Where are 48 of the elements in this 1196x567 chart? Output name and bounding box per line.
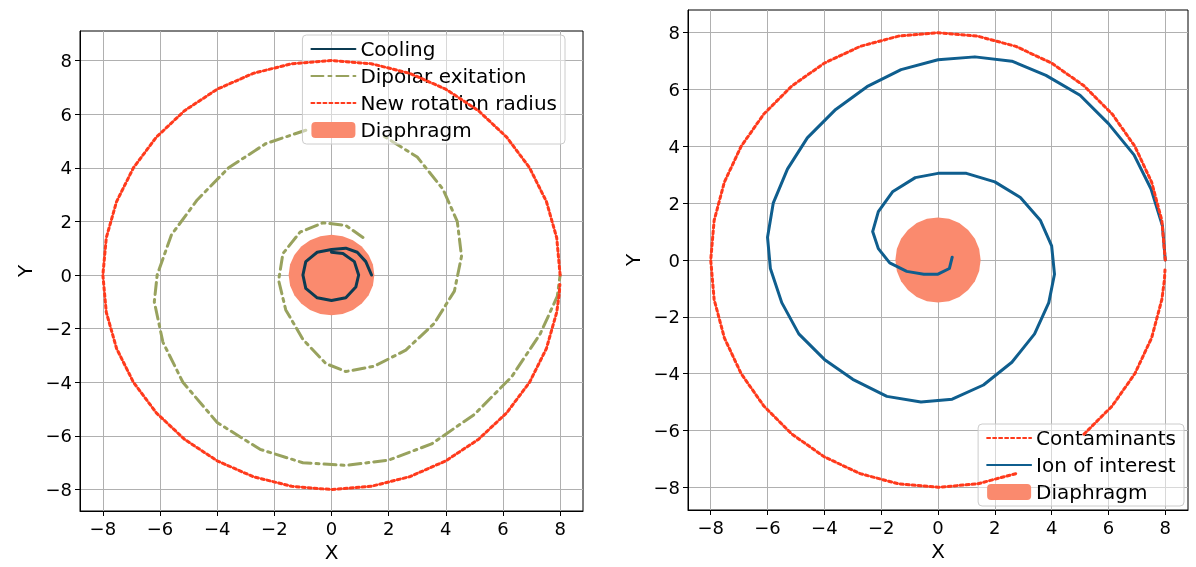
x-tick-label: 2 [382,517,395,539]
legend-label: Cooling [360,37,436,61]
x-tick-label: −2 [867,516,895,538]
y-tick-label: −8 [45,479,72,501]
x-tick-label: 8 [554,517,566,539]
y-tick-label: 6 [668,79,680,101]
y-tick-label: 2 [668,192,680,214]
y-axis-title: Y [12,264,37,279]
y-tick-label: 6 [60,103,72,125]
x-tick-label: 2 [989,516,1001,538]
line-series [301,246,374,302]
y-axis-title: Y [620,253,645,268]
y-tick-label: 0 [60,264,72,286]
legend-label: Ion of interest [1036,453,1176,477]
legend-label: Diaphragm [1036,480,1148,504]
y-tick-label: −2 [45,318,72,340]
y-tick-label: 4 [60,157,72,179]
line-series [101,59,562,492]
y-tick-label: 8 [668,22,680,44]
x-tick-label: −8 [89,517,117,539]
y-tick-label: −4 [653,363,680,385]
y-tick-label: −6 [653,419,680,441]
y-tick-label: −4 [45,371,72,393]
x-tick-label: 6 [497,517,509,539]
y-tick-label: 8 [60,50,72,71]
x-axis-title: X [324,539,339,564]
y-tick-label: −2 [653,306,680,328]
x-tick-label: 6 [1102,516,1115,538]
x-tick-label: −4 [203,517,231,539]
x-tick-label: 4 [440,517,452,539]
y-tick-label: 4 [668,135,680,157]
y-tick-label: −8 [653,476,680,498]
x-tick-label: 4 [1045,516,1058,538]
y-tick-label: 0 [668,249,680,271]
x-tick-label: −6 [146,517,174,539]
x-tick-label: −4 [811,516,838,538]
x-tick-label: −2 [261,517,288,539]
x-tick-label: −8 [697,516,724,538]
legend-label: Contaminants [1036,426,1177,450]
x-axis-title: X [931,538,946,563]
x-tick-label: 0 [932,516,944,538]
legend-label: Diaphragm [360,118,472,142]
x-tick-label: 8 [1159,516,1171,538]
y-tick-label: 2 [60,210,72,232]
line-series [766,55,1167,404]
y-tick-label: −6 [45,425,72,447]
x-tick-label: −6 [754,516,781,538]
x-tick-label: 0 [325,517,338,539]
